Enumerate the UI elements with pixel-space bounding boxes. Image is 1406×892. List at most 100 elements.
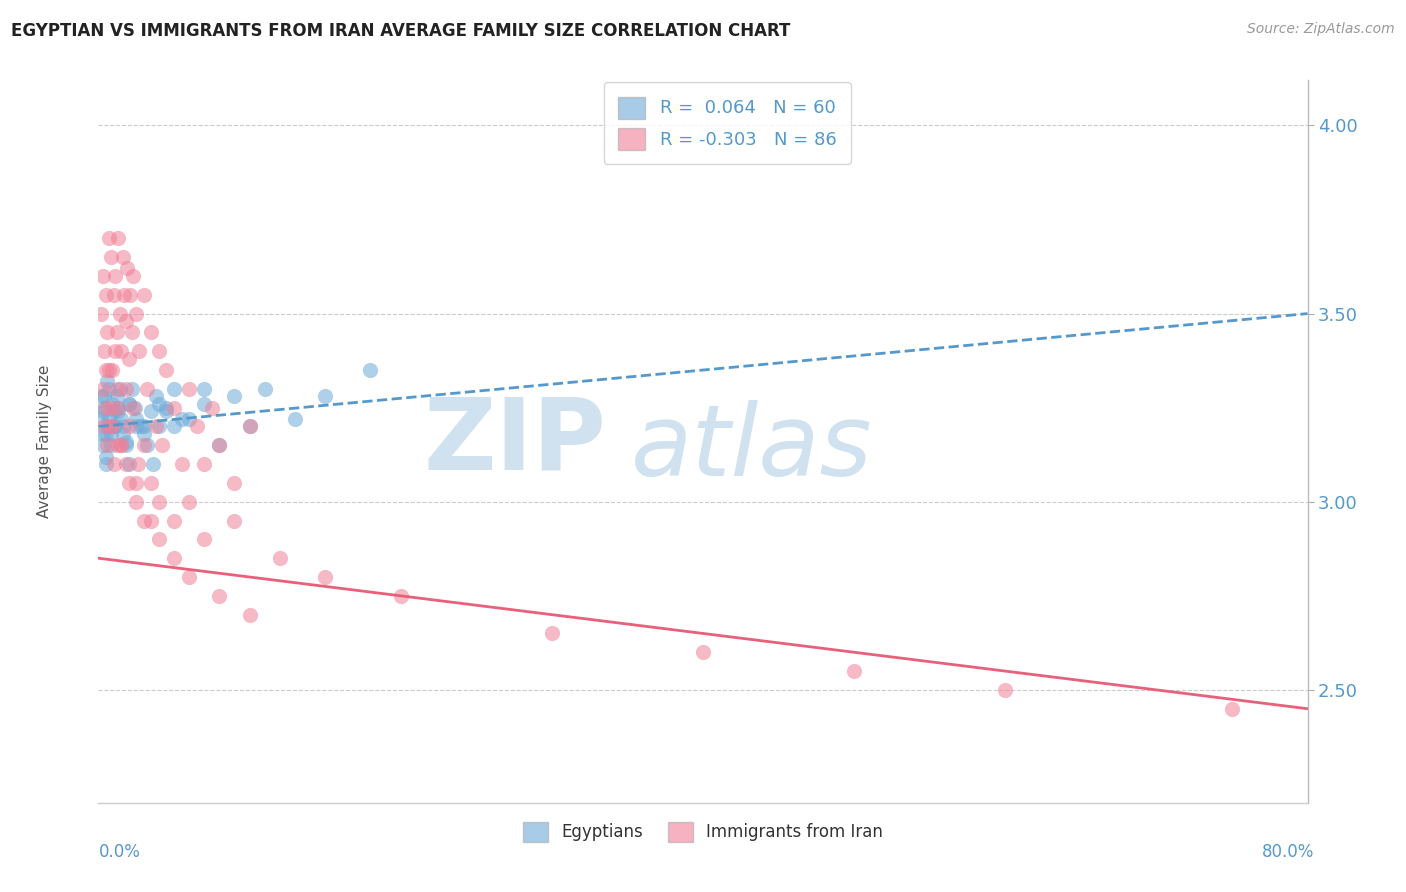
Point: [127, 457, 149, 471]
Point: [111, 427, 134, 442]
Point: [91, 268, 114, 283]
Point: [148, 397, 170, 411]
Point: [208, 589, 231, 603]
Point: [98, 382, 121, 396]
Point: [132, 438, 155, 452]
Point: [108, 307, 131, 321]
Point: [101, 419, 124, 434]
Text: Source: ZipAtlas.com: Source: ZipAtlas.com: [1247, 22, 1395, 37]
Point: [103, 287, 125, 301]
Point: [98, 231, 121, 245]
Point: [110, 438, 132, 452]
Point: [114, 314, 136, 328]
Point: [96, 438, 118, 452]
Point: [101, 363, 124, 377]
Point: [98, 412, 121, 426]
Point: [105, 326, 128, 340]
Point: [100, 419, 122, 434]
Point: [208, 438, 231, 452]
Point: [193, 533, 215, 547]
Point: [155, 404, 177, 418]
Point: [170, 457, 193, 471]
Point: [201, 401, 224, 415]
Point: [107, 231, 129, 245]
Point: [100, 250, 122, 264]
Point: [100, 438, 122, 452]
Point: [360, 363, 382, 377]
Point: [224, 475, 246, 490]
Point: [110, 344, 132, 359]
Point: [692, 645, 714, 659]
Point: [128, 344, 150, 359]
Point: [148, 533, 170, 547]
Point: [122, 268, 145, 283]
Point: [108, 382, 131, 396]
Point: [148, 419, 170, 434]
Point: [96, 375, 118, 389]
Point: [100, 401, 122, 415]
Point: [132, 427, 155, 442]
Point: [193, 457, 215, 471]
Text: EGYPTIAN VS IMMIGRANTS FROM IRAN AVERAGE FAMILY SIZE CORRELATION CHART: EGYPTIAN VS IMMIGRANTS FROM IRAN AVERAGE…: [11, 22, 790, 40]
Point: [155, 401, 177, 415]
Point: [98, 363, 121, 377]
Point: [163, 401, 186, 415]
Point: [125, 419, 148, 434]
Point: [118, 397, 141, 411]
Point: [179, 495, 201, 509]
Point: [96, 326, 118, 340]
Point: [193, 397, 215, 411]
Point: [120, 287, 142, 301]
Point: [125, 475, 148, 490]
Point: [114, 434, 136, 449]
Point: [239, 419, 262, 434]
Point: [118, 457, 141, 471]
Point: [104, 344, 127, 359]
Point: [125, 495, 148, 509]
Point: [129, 419, 152, 434]
Point: [110, 412, 132, 426]
Point: [224, 514, 246, 528]
Point: [90, 307, 112, 321]
Point: [104, 268, 127, 283]
Point: [91, 382, 114, 396]
Point: [105, 389, 128, 403]
Point: [148, 344, 170, 359]
Point: [94, 427, 117, 442]
Point: [118, 419, 141, 434]
Point: [125, 412, 148, 426]
Point: [132, 287, 155, 301]
Point: [93, 419, 115, 434]
Point: [100, 427, 122, 442]
Point: [163, 382, 186, 396]
Point: [103, 457, 125, 471]
Point: [111, 250, 134, 264]
Point: [104, 419, 127, 434]
Point: [96, 419, 118, 434]
Point: [103, 404, 125, 418]
Point: [93, 344, 115, 359]
Point: [135, 382, 157, 396]
Point: [94, 401, 117, 415]
Text: ZIP: ZIP: [423, 393, 606, 490]
Point: [111, 419, 134, 434]
Point: [1220, 702, 1243, 716]
Point: [163, 514, 186, 528]
Point: [193, 382, 215, 396]
Point: [105, 401, 128, 415]
Point: [224, 389, 246, 403]
Point: [142, 457, 165, 471]
Point: [118, 475, 141, 490]
Text: atlas: atlas: [630, 401, 872, 497]
Point: [163, 551, 186, 566]
Point: [179, 412, 201, 426]
Point: [107, 401, 129, 415]
Point: [122, 401, 145, 415]
Point: [91, 438, 114, 452]
Point: [148, 495, 170, 509]
Point: [114, 457, 136, 471]
Point: [94, 457, 117, 471]
Point: [239, 419, 262, 434]
Text: 80.0%: 80.0%: [1263, 843, 1315, 861]
Point: [105, 382, 128, 396]
